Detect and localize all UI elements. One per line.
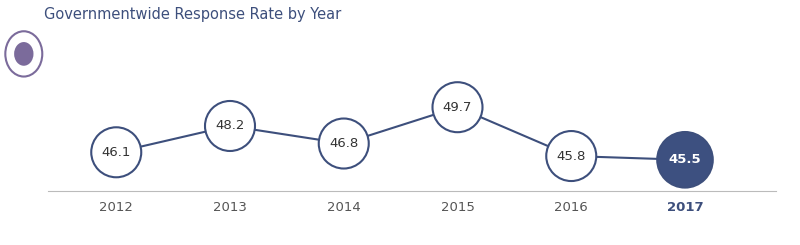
Text: 46.1: 46.1 — [102, 146, 131, 159]
Ellipse shape — [546, 131, 596, 181]
Ellipse shape — [91, 127, 142, 177]
Text: 49.7: 49.7 — [443, 101, 472, 114]
Ellipse shape — [318, 119, 369, 169]
Circle shape — [6, 31, 42, 76]
Text: 45.5: 45.5 — [669, 153, 702, 166]
Ellipse shape — [433, 82, 482, 132]
Text: Governmentwide Response Rate by Year: Governmentwide Response Rate by Year — [44, 7, 342, 22]
Ellipse shape — [658, 132, 713, 188]
Ellipse shape — [205, 101, 255, 151]
Text: 45.8: 45.8 — [557, 149, 586, 162]
Text: 46.8: 46.8 — [329, 137, 358, 150]
Text: 48.2: 48.2 — [215, 120, 245, 133]
Circle shape — [14, 42, 34, 66]
